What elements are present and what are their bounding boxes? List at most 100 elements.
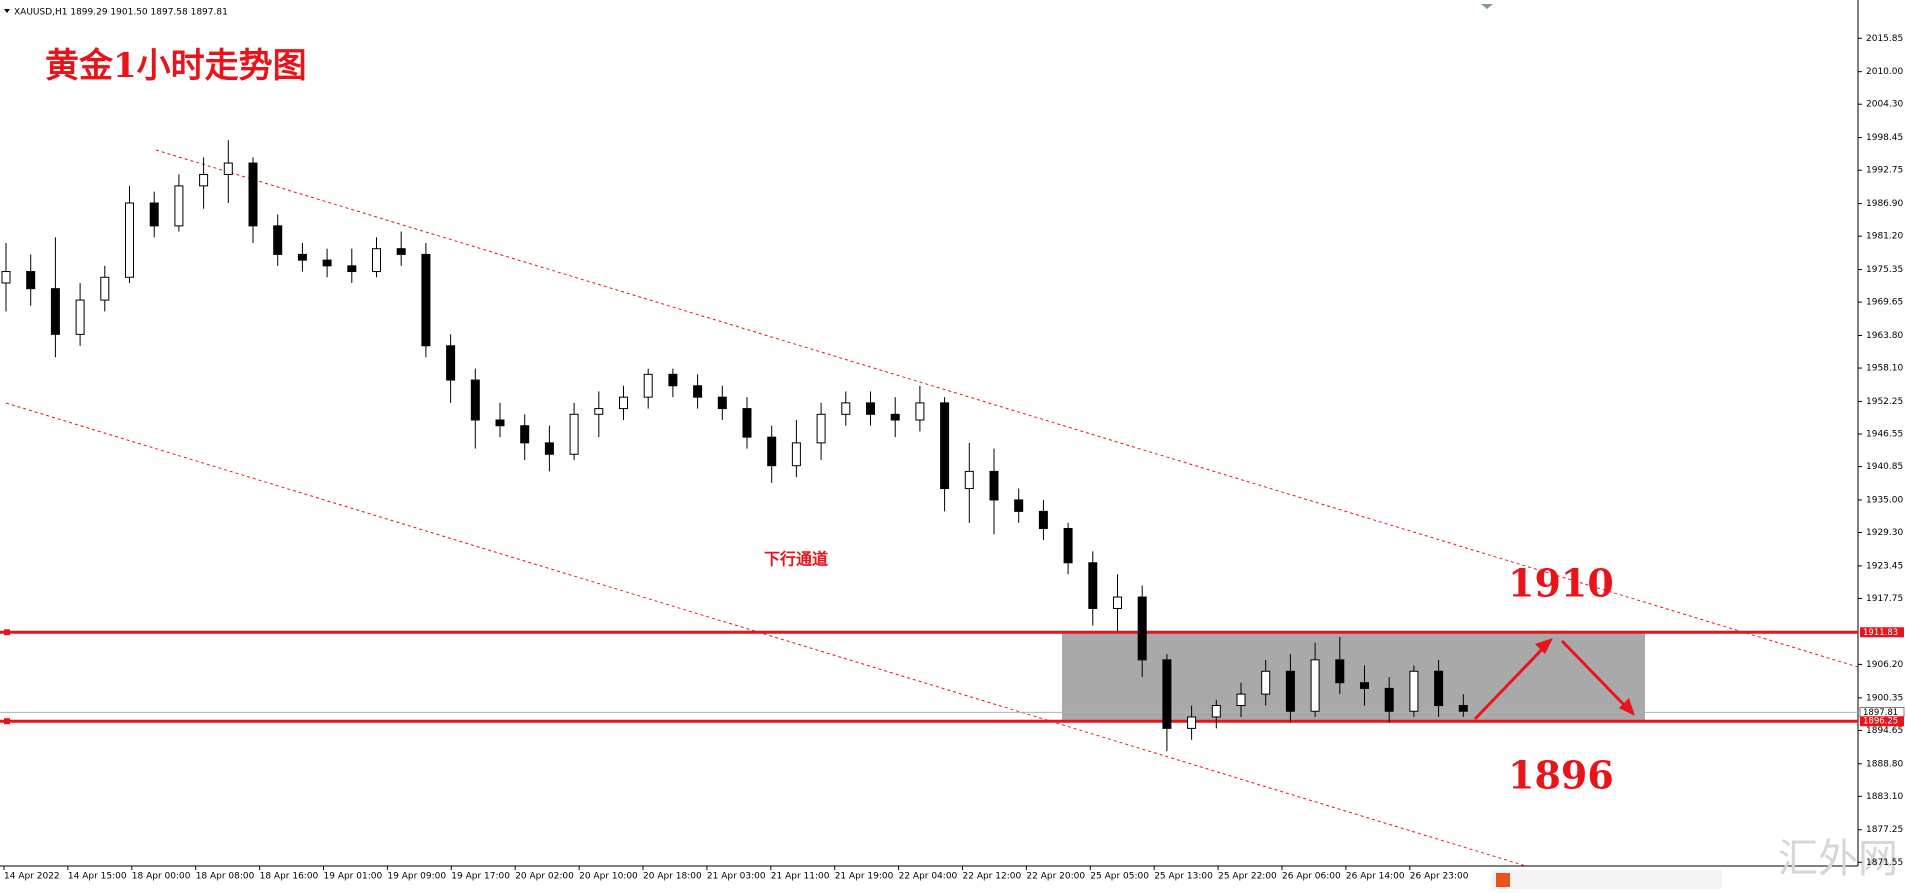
candle-body <box>50 288 60 335</box>
x-tick-label: 19 Apr 09:00 <box>387 872 446 882</box>
candle-body <box>1335 659 1345 684</box>
y-tick-label: 1871.55 <box>1866 858 1903 868</box>
x-tick-label: 22 Apr 20:00 <box>1026 872 1085 882</box>
candle-body <box>668 373 678 387</box>
candle-body <box>915 402 925 421</box>
candle-body <box>1063 528 1073 564</box>
candle-body <box>619 396 628 410</box>
y-tick-label: 1998.45 <box>1866 133 1903 143</box>
candle-body <box>100 276 110 301</box>
candle-body <box>125 202 134 278</box>
candle-body <box>347 265 357 273</box>
candle-body <box>693 385 703 398</box>
candle-body <box>223 162 233 175</box>
candle-body <box>1211 705 1221 718</box>
watermark: 汇外网 <box>1778 836 1898 882</box>
support-dot <box>4 718 10 725</box>
y-tick-label: 1986.90 <box>1866 199 1903 209</box>
channel-label: 下行通道 <box>764 550 828 569</box>
x-tick-label: 25 Apr 13:00 <box>1154 872 1213 882</box>
x-tick-label: 18 Apr 00:00 <box>132 872 191 882</box>
candle-body <box>544 442 554 455</box>
support-price-label: 1896.25 <box>1863 717 1898 727</box>
x-tick-label: 22 Apr 04:00 <box>899 872 958 882</box>
annotation: 1896 <box>1508 753 1614 798</box>
y-tick-label: 1975.35 <box>1866 265 1903 275</box>
candle-body <box>964 470 974 490</box>
ime-toolbar[interactable] <box>1492 870 1722 889</box>
x-tick-label: 22 Apr 12:00 <box>963 872 1022 882</box>
candle-body <box>1088 562 1098 609</box>
candle-body <box>1014 499 1024 512</box>
candle-body <box>890 413 900 421</box>
candle-body <box>396 248 406 255</box>
y-tick-label: 1923.45 <box>1866 561 1903 571</box>
candle-body <box>841 402 851 415</box>
header: XAUUSD,H1 1899.29 1901.50 1897.58 1897.8… <box>14 8 228 18</box>
candle-body <box>1409 670 1419 712</box>
candle-body <box>989 470 999 501</box>
x-tick-label: 26 Apr 23:00 <box>1410 872 1469 882</box>
candle-body <box>1458 705 1468 712</box>
last-price-label: 1897.81 <box>1863 708 1898 718</box>
arrow-down <box>1560 639 1632 713</box>
candle-body <box>297 253 307 261</box>
candle-body <box>1 271 11 284</box>
resistance-price-box <box>1860 627 1904 638</box>
x-tick-label: 21 Apr 11:00 <box>771 872 830 882</box>
channel-lower <box>5 402 1527 867</box>
candle-body <box>495 419 505 427</box>
candle-body <box>273 225 283 255</box>
candle-body <box>1384 687 1394 712</box>
candle-body <box>1310 659 1320 712</box>
y-tick-label: 1981.20 <box>1866 232 1903 242</box>
x-tick-label: 18 Apr 08:00 <box>196 872 255 882</box>
x-tick-label: 20 Apr 10:00 <box>579 872 638 882</box>
arrow-head <box>1535 638 1553 654</box>
candle-body <box>26 271 36 290</box>
candle-body <box>1038 510 1048 530</box>
candle-body <box>940 402 950 490</box>
candle-body <box>470 379 480 421</box>
candle-body <box>791 442 801 467</box>
candle-body <box>322 259 332 267</box>
ime-icon[interactable] <box>1496 873 1510 887</box>
candle-body <box>421 253 431 347</box>
candle-body <box>1236 693 1246 707</box>
candle-body <box>248 162 258 227</box>
candle-body <box>767 436 777 467</box>
y-tick-label: 1940.85 <box>1866 462 1903 472</box>
x-tick-label: 26 Apr 14:00 <box>1346 872 1405 882</box>
candle-body <box>75 299 85 335</box>
y-tick-label: 1888.80 <box>1866 759 1903 769</box>
y-tick-label: 1952.25 <box>1866 397 1903 407</box>
menu-arrow <box>4 9 10 13</box>
candle-body <box>742 408 752 438</box>
candle-body <box>1162 659 1172 729</box>
y-tick-label: 1963.80 <box>1866 331 1903 341</box>
x-tick-label: 25 Apr 22:00 <box>1218 872 1277 882</box>
candle-body <box>1360 682 1369 689</box>
candle-body <box>1187 716 1197 729</box>
y-tick-label: 1946.55 <box>1866 430 1903 440</box>
arrow-up <box>1473 639 1552 721</box>
x-tick-label: 25 Apr 05:00 <box>1090 872 1149 882</box>
y-tick-label: 1917.75 <box>1866 594 1903 604</box>
x-tick-label: 20 Apr 18:00 <box>643 872 702 882</box>
candle-body <box>866 402 875 415</box>
x-tick-label: 19 Apr 01:00 <box>324 872 383 882</box>
candle-body <box>594 408 604 415</box>
range-box <box>1062 632 1645 722</box>
support-price-box <box>1860 716 1904 727</box>
candle-body <box>717 396 727 410</box>
x-tick-label: 21 Apr 03:00 <box>707 872 766 882</box>
candle-body <box>520 425 530 444</box>
x-tick-label: 19 Apr 17:00 <box>451 872 510 882</box>
candle-body <box>569 413 579 455</box>
x-tick-label: 20 Apr 02:00 <box>515 872 574 882</box>
candle-body <box>446 345 456 381</box>
candle-body <box>174 185 184 227</box>
candle-body <box>643 373 653 398</box>
arrow-head <box>1619 698 1635 716</box>
